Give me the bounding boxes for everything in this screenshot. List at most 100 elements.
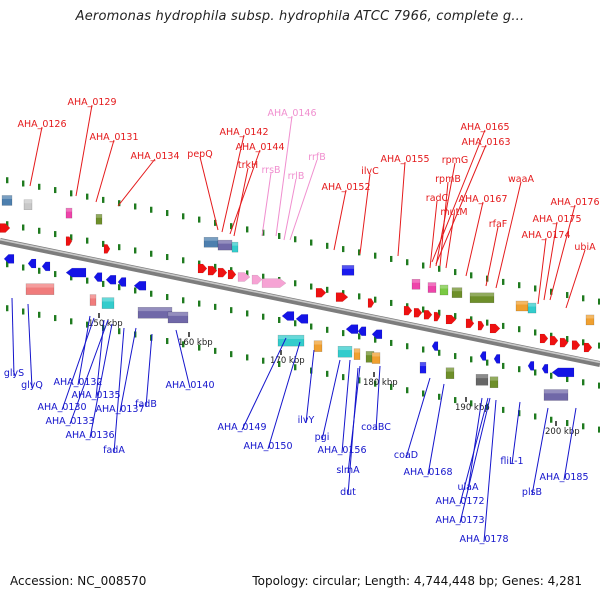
gene-label-reverse: slmA xyxy=(336,465,360,476)
gene-label-forward: AHA_0144 xyxy=(235,142,284,153)
reverse-feature-box xyxy=(277,334,305,347)
forward-feature-box xyxy=(95,214,103,225)
gene-label-reverse: fadA xyxy=(103,445,125,456)
leader-line xyxy=(543,221,558,301)
inner-guide-tick xyxy=(374,336,377,343)
leader-line xyxy=(563,407,577,481)
leader-line xyxy=(267,341,301,450)
leader-line xyxy=(397,161,406,257)
leader-line xyxy=(429,200,438,269)
reverse-feature-box xyxy=(475,374,489,386)
reverse-feature-box-shine xyxy=(354,348,360,353)
outer-guide-tick xyxy=(390,383,393,390)
inner-guide-tick xyxy=(150,250,153,257)
outer-guide-tick xyxy=(454,397,457,404)
backbone-layer xyxy=(0,238,600,367)
forward-feature-box xyxy=(469,292,495,304)
gene-label-forward: AHA_0131 xyxy=(89,132,138,143)
forward-feature-box-shine xyxy=(204,237,218,241)
reverse-feature-box-shine xyxy=(338,346,352,351)
forward-feature-box xyxy=(427,282,437,293)
forward-feature-box xyxy=(527,302,537,314)
outer-guide-tick xyxy=(454,269,457,276)
leader-line xyxy=(241,337,287,431)
inner-guide-tick xyxy=(310,323,313,330)
gene-label-forward: rpmB xyxy=(435,174,461,185)
leader-line xyxy=(27,303,33,389)
forward-feature-box-shine xyxy=(452,287,462,292)
reverse-gene-arrow xyxy=(541,363,549,374)
leader-line xyxy=(467,397,483,491)
leader-line xyxy=(321,359,341,441)
outer-guide-tick xyxy=(406,387,409,394)
leader-line xyxy=(537,237,547,305)
inner-guide-tick xyxy=(422,346,425,353)
outer-guide-tick xyxy=(102,196,105,203)
outer-guide-tick xyxy=(422,262,425,269)
scale-tick xyxy=(280,350,282,355)
gene-label-reverse: AHA_0156 xyxy=(317,445,366,456)
outer-guide-tick xyxy=(390,255,393,262)
forward-feature-box xyxy=(1,195,13,206)
leader-line xyxy=(95,319,105,399)
leader-line xyxy=(119,327,137,413)
forward-gene-arrow xyxy=(465,318,475,329)
gene-label-forward: AHA_0165 xyxy=(460,122,509,133)
forward-feature-box-shine xyxy=(218,240,232,244)
forward-gene-arrow xyxy=(217,267,228,278)
forward-gene-arrow xyxy=(207,265,218,276)
outer-guide-tick xyxy=(518,410,521,417)
inner-guide-tick xyxy=(582,379,585,386)
gene-label-reverse: ilvY xyxy=(298,415,315,426)
leader-line xyxy=(375,365,381,431)
inner-guide-tick xyxy=(310,283,313,290)
inner-guide-tick xyxy=(518,326,521,333)
genome-summary-text: Topology: circular; Length: 4,744,448 bp… xyxy=(252,574,582,588)
outer-guide-tick xyxy=(358,377,361,384)
forward-feature-box xyxy=(65,207,73,219)
forward-gene-arrow xyxy=(103,244,111,254)
forward-gene-arrow xyxy=(433,311,441,322)
gene-label-reverse: plsB xyxy=(522,487,542,498)
gene-label-forward: AHA_0134 xyxy=(130,151,179,162)
outer-guide-tick xyxy=(198,344,201,351)
leader-line xyxy=(427,383,445,476)
outer-guide-tick xyxy=(534,285,537,292)
forward-feature-box xyxy=(231,241,239,253)
inner-guide-tick xyxy=(38,227,41,234)
outer-guide-tick xyxy=(518,282,521,289)
outer-guide-tick xyxy=(70,190,73,197)
forward-gene-arrow xyxy=(489,323,501,334)
forward-feature-box-shine xyxy=(66,208,72,212)
gene-label-reverse: ulaA xyxy=(458,482,479,493)
leader-line xyxy=(29,126,43,187)
reverse-feature-box-shine xyxy=(490,376,498,381)
inner-guide-tick xyxy=(22,264,25,271)
inner-guide-tick xyxy=(470,316,473,323)
scale-tick xyxy=(188,332,190,337)
reverse-gene-arrow xyxy=(65,267,87,278)
leader-line xyxy=(359,173,371,255)
gene-label-reverse: dut xyxy=(340,487,356,498)
gene-label-forward: AHA_0155 xyxy=(380,154,429,165)
inner-guide-tick xyxy=(134,287,137,294)
outer-guide-tick xyxy=(438,265,441,272)
outer-guide-tick xyxy=(86,321,89,328)
outer-guide-tick xyxy=(550,416,553,423)
leader-line xyxy=(95,139,115,203)
inner-guide-tick xyxy=(566,336,569,343)
outer-guide-tick xyxy=(294,236,297,243)
gene-label-reverse: pgi xyxy=(315,432,330,443)
reverse-gene-arrow xyxy=(281,311,295,321)
outer-guide-tick xyxy=(182,213,185,220)
gene-label-forward: ubiA xyxy=(574,242,596,253)
reverse-feature-box-shine xyxy=(476,374,488,379)
forward-feature-box-shine xyxy=(528,303,536,307)
accession-text: Accession: NC_008570 xyxy=(10,574,147,588)
leader-line xyxy=(347,367,359,496)
gene-label-rrna: rrlB xyxy=(288,171,305,182)
inner-guide-tick xyxy=(262,313,265,320)
leader-line xyxy=(445,214,455,269)
outer-guide-tick xyxy=(566,292,569,299)
